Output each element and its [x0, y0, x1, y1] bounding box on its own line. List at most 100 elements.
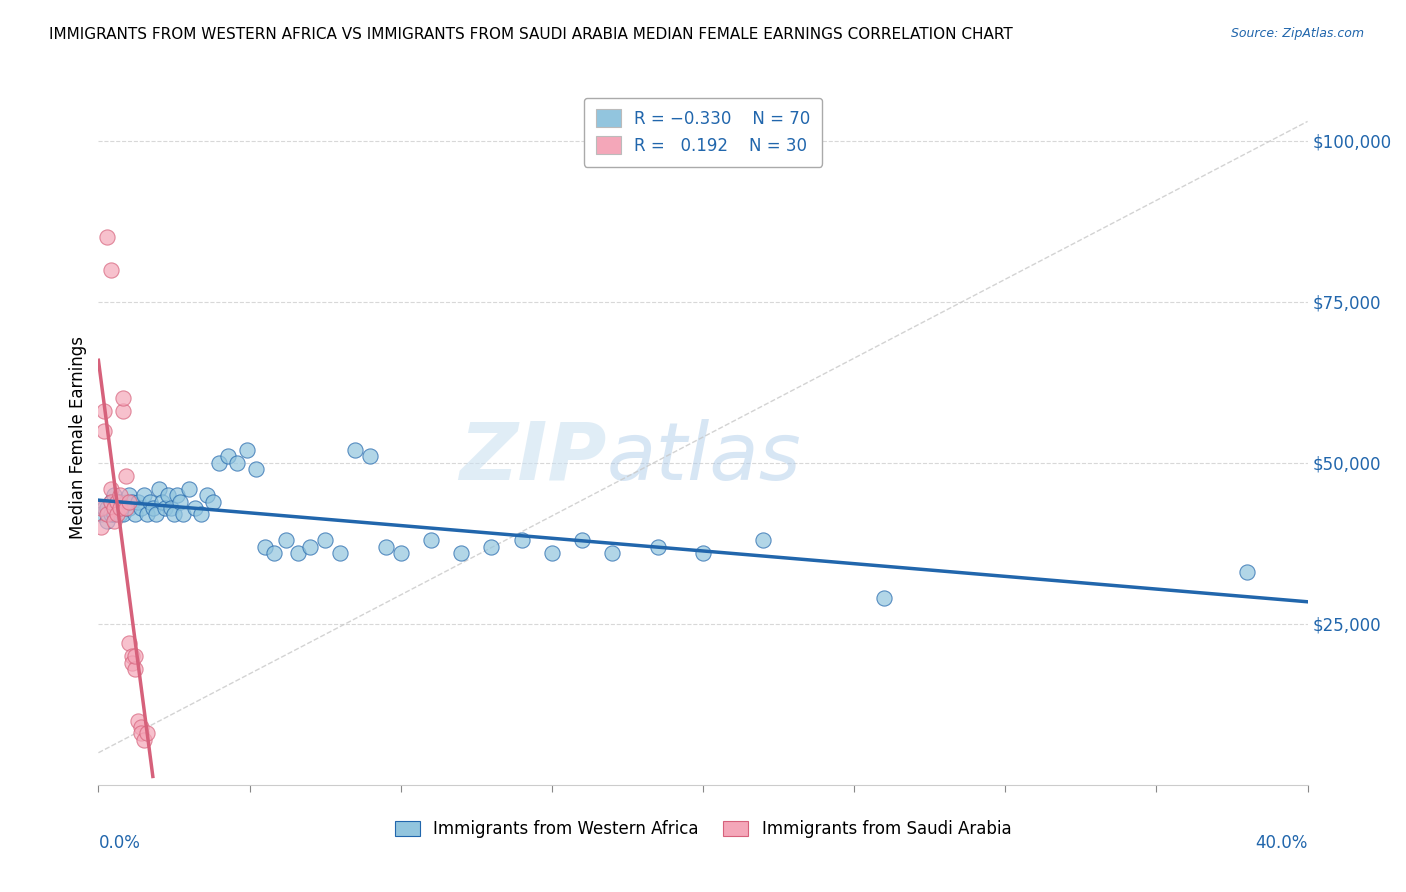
Point	[571, 533, 593, 548]
Point	[314, 533, 336, 548]
Point	[100, 482, 122, 496]
Point	[118, 500, 141, 515]
Point	[235, 442, 257, 457]
Text: Source: ZipAtlas.com: Source: ZipAtlas.com	[1230, 27, 1364, 40]
Point	[274, 533, 297, 548]
Point	[190, 508, 212, 522]
Point	[150, 494, 173, 508]
Point	[127, 494, 149, 508]
Point	[145, 508, 167, 522]
Point	[166, 488, 188, 502]
Point	[142, 500, 165, 515]
Point	[420, 533, 443, 548]
Y-axis label: Median Female Earnings: Median Female Earnings	[69, 335, 87, 539]
Point	[111, 404, 134, 418]
Point	[108, 508, 131, 522]
Point	[118, 488, 141, 502]
Point	[217, 450, 239, 464]
Point	[299, 540, 322, 554]
Point	[100, 494, 122, 508]
Point	[602, 546, 624, 560]
Point	[156, 488, 179, 502]
Point	[132, 488, 155, 502]
Point	[105, 500, 128, 515]
Point	[93, 424, 115, 438]
Point	[124, 662, 146, 676]
Point	[450, 546, 472, 560]
Point	[160, 500, 183, 515]
Point	[226, 456, 249, 470]
Point	[647, 540, 669, 554]
Point	[111, 508, 134, 522]
Text: ZIP: ZIP	[458, 419, 606, 497]
Point	[90, 500, 112, 515]
Point	[100, 262, 122, 277]
Point	[90, 508, 112, 522]
Point	[127, 714, 149, 728]
Point	[208, 456, 231, 470]
Point	[245, 462, 267, 476]
Point	[114, 500, 136, 515]
Point	[121, 656, 143, 670]
Point	[172, 508, 194, 522]
Point	[389, 546, 412, 560]
Point	[90, 520, 112, 534]
Point	[121, 494, 143, 508]
Point	[93, 500, 115, 515]
Point	[153, 500, 176, 515]
Point	[329, 546, 352, 560]
Legend: R = −0.330    N = 70, R =   0.192    N = 30: R = −0.330 N = 70, R = 0.192 N = 30	[583, 97, 823, 167]
Text: 0.0%: 0.0%	[98, 834, 141, 852]
Point	[179, 482, 201, 496]
Point	[253, 540, 276, 554]
Point	[114, 468, 136, 483]
Point	[121, 649, 143, 664]
Point	[132, 732, 155, 747]
Point	[105, 494, 128, 508]
Point	[105, 494, 128, 508]
Point	[510, 533, 533, 548]
Point	[135, 508, 157, 522]
Point	[202, 494, 225, 508]
Point	[692, 546, 714, 560]
Point	[129, 726, 152, 740]
Point	[184, 500, 207, 515]
Point	[114, 494, 136, 508]
Point	[374, 540, 396, 554]
Text: IMMIGRANTS FROM WESTERN AFRICA VS IMMIGRANTS FROM SAUDI ARABIA MEDIAN FEMALE EAR: IMMIGRANTS FROM WESTERN AFRICA VS IMMIGR…	[49, 27, 1012, 42]
Point	[111, 500, 134, 515]
Point	[124, 649, 146, 664]
Point	[287, 546, 309, 560]
Point	[108, 494, 131, 508]
Point	[96, 500, 118, 515]
Point	[96, 514, 118, 528]
Point	[118, 636, 141, 650]
Point	[118, 494, 141, 508]
Point	[344, 442, 367, 457]
Point	[96, 508, 118, 522]
Point	[752, 533, 775, 548]
Point	[96, 230, 118, 244]
Point	[100, 494, 122, 508]
Point	[103, 508, 125, 522]
Point	[263, 546, 285, 560]
Point	[481, 540, 503, 554]
Point	[540, 546, 562, 560]
Point	[135, 726, 157, 740]
Point	[103, 488, 125, 502]
Point	[111, 392, 134, 406]
Point	[148, 482, 170, 496]
Point	[163, 508, 186, 522]
Point	[195, 488, 218, 502]
Point	[105, 508, 128, 522]
Point	[129, 500, 152, 515]
Point	[1236, 566, 1258, 580]
Point	[100, 508, 122, 522]
Text: atlas: atlas	[606, 419, 801, 497]
Point	[139, 494, 162, 508]
Point	[103, 514, 125, 528]
Point	[93, 404, 115, 418]
Point	[103, 500, 125, 515]
Point	[114, 500, 136, 515]
Point	[108, 488, 131, 502]
